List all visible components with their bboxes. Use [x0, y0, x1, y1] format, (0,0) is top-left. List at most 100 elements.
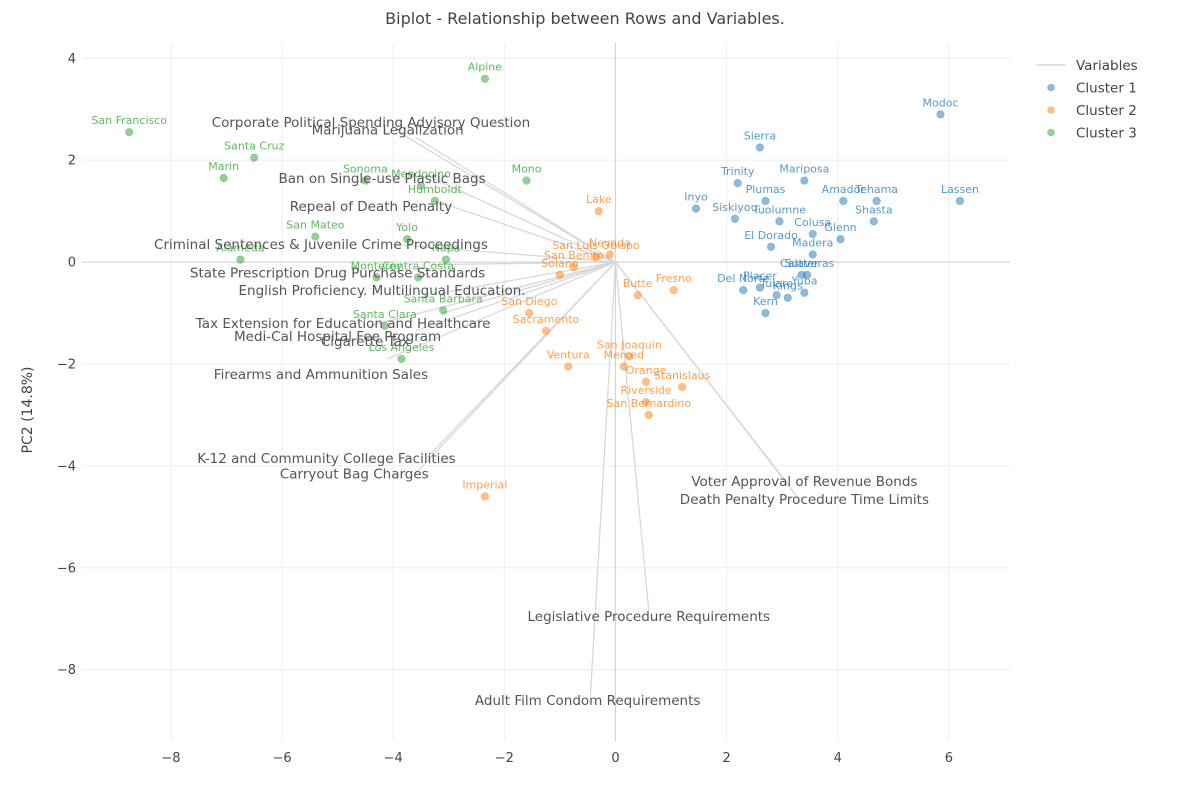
point-san-francisco[interactable]	[124, 127, 134, 137]
point-label-placer: Placer	[743, 270, 777, 283]
point-siskiyou[interactable]	[730, 214, 740, 224]
point-kings[interactable]	[783, 293, 793, 303]
point-calaveras[interactable]	[802, 270, 812, 280]
variable-vector-repeal-of-death-penalty	[442, 202, 616, 263]
point-label-plumas: Plumas	[746, 183, 786, 196]
variable-label-repeal-of-death-penalty: Repeal of Death Penalty	[290, 199, 453, 215]
point-yuba[interactable]	[800, 288, 809, 297]
point-label-siskiyou: Siskiyou	[712, 201, 757, 214]
x-tick-label: 2	[722, 751, 730, 766]
variable-vector-criminal-sentences-juvenile-crime-proceedings	[393, 243, 616, 263]
point-colusa[interactable]	[808, 229, 818, 239]
point-madera[interactable]	[808, 250, 818, 259]
variable-vector-carryout-bag-charges	[414, 261, 616, 474]
point-butte[interactable]	[633, 290, 642, 300]
point-santa-clara[interactable]	[380, 321, 390, 331]
point-label-sacramento: Sacramento	[513, 313, 580, 326]
point-sierra[interactable]	[755, 143, 765, 152]
point-solano[interactable]	[555, 270, 565, 280]
point-santa-barbara[interactable]	[438, 306, 448, 315]
point-marin[interactable]	[219, 173, 229, 183]
point-san-benito[interactable]	[569, 262, 579, 272]
point-riverside[interactable]	[641, 397, 651, 407]
variable-vector-legislative-procedure-requirements	[614, 262, 650, 612]
point-placer[interactable]	[755, 283, 765, 292]
point-el-dorado[interactable]	[766, 242, 776, 252]
legend-label-cluster-3[interactable]: Cluster 3	[1076, 126, 1137, 142]
variable-label-tax-extension-for-education-and-healthcare: Tax Extension for Education and Healthca…	[195, 316, 491, 332]
point-shasta[interactable]	[869, 217, 879, 226]
legend-label-cluster-1[interactable]: Cluster 1	[1076, 81, 1137, 97]
point-sacramento[interactable]	[541, 326, 551, 336]
point-imperial[interactable]	[480, 492, 490, 501]
point-mendocino[interactable]	[416, 181, 426, 190]
point-label-butte: Butte	[623, 277, 653, 290]
variable-vector-death-penalty-procedure-time-limits	[614, 261, 800, 500]
variable-label-carryout-bag-charges: Carryout Bag Charges	[280, 467, 429, 483]
point-inyo[interactable]	[691, 204, 701, 213]
point-lassen[interactable]	[955, 196, 965, 206]
variable-vector-ban-on-single-use-plastic-bags	[431, 177, 616, 263]
point-label-monterey: Monterey	[351, 259, 403, 272]
y-tick-label: 2	[68, 154, 76, 169]
legend[interactable]: Variables Cluster 1 Cluster 2 Cluster 3	[1036, 58, 1138, 142]
point-stanislaus[interactable]	[677, 382, 687, 392]
legend-swatch-cluster-2	[1047, 106, 1055, 114]
point-kern[interactable]	[761, 308, 770, 318]
variable-vector-state-prescription-drug-purchase-standards	[432, 261, 616, 266]
point-label-nevada: Nevada	[589, 236, 631, 249]
point-label-san-diego: San Diego	[501, 295, 557, 308]
legend-label-cluster-2[interactable]: Cluster 2	[1076, 103, 1137, 119]
point-merced[interactable]	[619, 362, 629, 371]
y-axis-label: PC2 (14.8%)	[20, 367, 36, 454]
point-label-santa-cruz: Santa Cruz	[224, 140, 284, 153]
point-napa[interactable]	[441, 255, 451, 264]
point-nevada[interactable]	[605, 250, 615, 259]
point-tehama[interactable]	[872, 196, 881, 206]
point-del-norte[interactable]	[738, 285, 748, 295]
variable-label-voter-approval-of-revenue-bonds: Voter Approval of Revenue Bonds	[691, 474, 917, 490]
point-label-madera: Madera	[792, 236, 833, 249]
point-monterey[interactable]	[372, 273, 381, 282]
x-tick-label: 4	[834, 751, 842, 766]
variable-label-firearms-and-ammunition-sales: Firearms and Ammunition Sales	[214, 367, 428, 383]
point-alameda[interactable]	[236, 255, 245, 264]
point-sonoma[interactable]	[361, 176, 370, 185]
grid	[82, 43, 1010, 741]
point-orange[interactable]	[641, 377, 651, 387]
point-santa-cruz[interactable]	[249, 153, 259, 162]
point-label-san-bernardino: San Bernardino	[606, 397, 691, 410]
point-humboldt[interactable]	[430, 196, 440, 206]
point-ventura[interactable]	[563, 362, 573, 371]
point-label-tulare: Tulare	[759, 277, 793, 290]
point-label-shasta: Shasta	[855, 203, 892, 216]
point-plumas[interactable]	[761, 196, 770, 206]
point-label-humboldt: Humboldt	[408, 183, 463, 196]
point-los-angeles[interactable]	[397, 354, 406, 364]
point-glenn[interactable]	[836, 234, 845, 244]
point-san-luis-obispo[interactable]	[591, 252, 601, 262]
point-modoc[interactable]	[936, 110, 945, 119]
point-yolo[interactable]	[402, 234, 412, 244]
point-san-joaquin[interactable]	[625, 352, 634, 361]
legend-variables-label[interactable]: Variables	[1076, 58, 1138, 74]
point-label-san-mateo: San Mateo	[286, 219, 345, 232]
point-amador[interactable]	[838, 196, 848, 206]
y-tick-label: −2	[57, 357, 76, 372]
point-tuolumne[interactable]	[775, 217, 784, 226]
point-label-contra-costa: Contra Costa	[382, 259, 454, 272]
point-contra-costa[interactable]	[413, 273, 423, 282]
variable-label-criminal-sentences-juvenile-crime-proceedings: Criminal Sentences & Juvenile Crime Proc…	[154, 237, 488, 253]
point-alpine[interactable]	[480, 74, 490, 83]
point-san-mateo[interactable]	[311, 232, 320, 241]
y-tick-label: 4	[68, 52, 76, 67]
point-label-san-benito: San Benito	[544, 249, 604, 262]
point-san-bernardino[interactable]	[644, 410, 654, 420]
point-mono[interactable]	[522, 176, 531, 185]
point-trinity[interactable]	[733, 178, 743, 188]
point-san-diego[interactable]	[525, 308, 534, 318]
point-mariposa[interactable]	[800, 176, 809, 185]
point-fresno[interactable]	[669, 285, 679, 295]
point-tulare[interactable]	[772, 290, 781, 300]
point-lake[interactable]	[594, 206, 604, 216]
